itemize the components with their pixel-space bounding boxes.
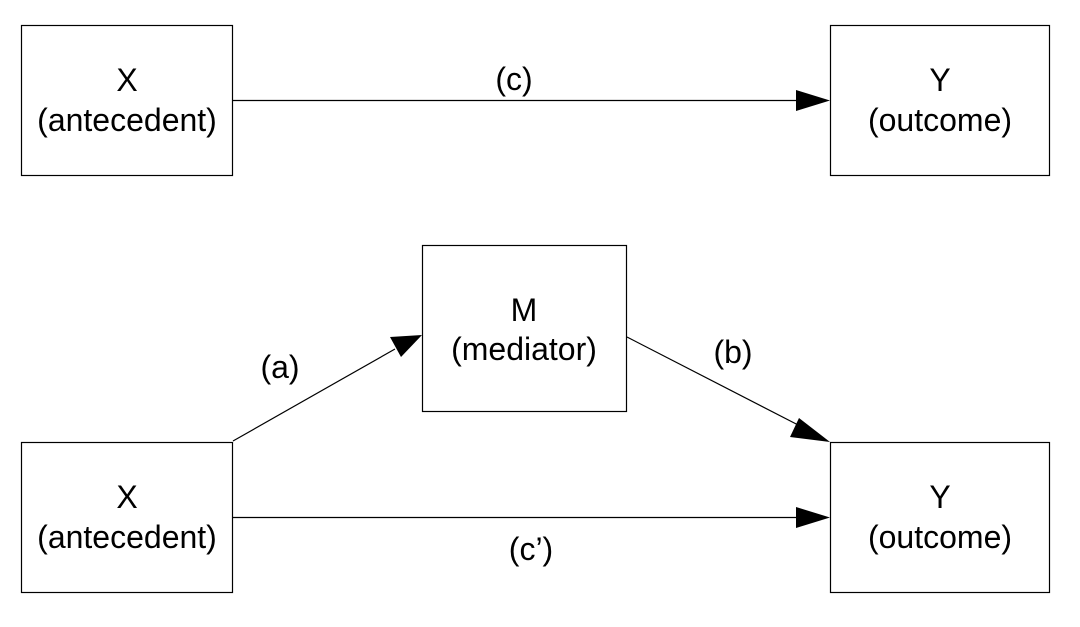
bottom-y-symbol: Y — [929, 479, 950, 515]
mediator-role: (mediator) — [451, 331, 597, 367]
top-path-c-label: (c) — [495, 61, 532, 97]
bottom-x-role: (antecedent) — [37, 519, 217, 555]
top-path-c-arrow — [233, 90, 830, 111]
top-y-role: (outcome) — [868, 102, 1012, 138]
top-y-symbol: Y — [929, 62, 950, 98]
path-a-label: (a) — [260, 349, 299, 385]
top-x-box: X (antecedent) — [20, 24, 234, 177]
mediator-m-box: M (mediator) — [421, 244, 628, 413]
path-c-prime-arrow — [233, 507, 830, 528]
top-x-symbol: X — [116, 62, 137, 98]
bottom-x-box: X (antecedent) — [20, 441, 234, 594]
path-b-label: (b) — [713, 334, 752, 370]
path-a-arrow — [232, 335, 422, 442]
top-x-role: (antecedent) — [37, 102, 217, 138]
bottom-y-box: Y (outcome) — [829, 441, 1051, 594]
path-b-arrow — [626, 336, 830, 442]
bottom-x-symbol: X — [116, 479, 137, 515]
mediator-symbol: M — [511, 292, 538, 328]
path-c-prime-label: (c’) — [509, 531, 553, 567]
top-y-box: Y (outcome) — [829, 24, 1051, 177]
bottom-y-role: (outcome) — [868, 519, 1012, 555]
